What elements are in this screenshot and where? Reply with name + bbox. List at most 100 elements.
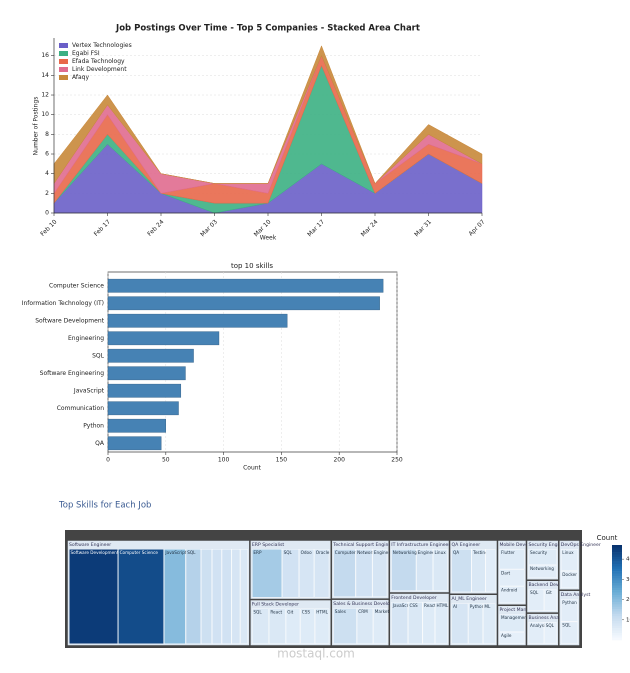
skill-tile: [285, 608, 301, 644]
colorbar-cell: [612, 597, 622, 600]
skill-label: Android: [501, 587, 518, 592]
skill-label: Python: [470, 604, 485, 609]
skill-label: Testing: [472, 550, 488, 555]
skill-tile: [451, 549, 472, 593]
skill-label: HTML: [316, 610, 328, 615]
y-tick-label: Software Development: [35, 317, 104, 324]
colorbar-cell: [612, 635, 622, 638]
colorbar-cell: [612, 545, 622, 548]
skill-label: Networking: [530, 566, 554, 571]
skill-tile: [560, 549, 578, 571]
colorbar-cell: [612, 583, 622, 586]
skill-tile: [356, 608, 374, 644]
skill-tile: [372, 549, 388, 598]
job-label: ERP Specialist: [252, 542, 285, 548]
skill-tile: [69, 549, 118, 644]
skill-label: React: [424, 603, 436, 608]
legend-label: Vertex Technologies: [72, 42, 132, 49]
job-label: Backend Developer: [528, 582, 573, 588]
skill-tile: [528, 589, 545, 612]
colorbar-tick-label: 10: [626, 617, 630, 623]
skill-label: AI: [453, 604, 457, 609]
y-tick-label: Software Engineering: [40, 370, 105, 377]
bar: [107, 331, 220, 346]
skill-label: JavaScript: [392, 603, 414, 608]
colorbar-cell: [612, 611, 622, 615]
colorbar-cell: [612, 602, 622, 605]
skill-tile: [299, 549, 315, 598]
skill-tile: [435, 602, 448, 644]
skill-label: Flutter: [501, 550, 515, 555]
skill-label: ERP: [253, 550, 262, 555]
colorbar-cell: [612, 556, 622, 560]
skill-tile: [528, 622, 545, 644]
skill-tile: [560, 570, 578, 589]
x-tick-label: Apr 07: [467, 218, 486, 237]
skill-tile: [560, 621, 578, 644]
skill-label: Docker: [562, 572, 577, 577]
skill-label: SQL: [546, 623, 555, 628]
job-label: Full Stack Developer: [252, 602, 299, 608]
skill-tile: [451, 603, 469, 644]
skill-label: Analysis: [530, 623, 547, 628]
bar: [107, 348, 194, 363]
skill-label: Agile: [501, 633, 512, 638]
skill-label: CSS: [409, 603, 418, 608]
area-title: Job Postings Over Time - Top 5 Companies…: [115, 24, 420, 34]
legend-label: Link Development: [72, 66, 127, 73]
job-label: Data Analyst: [561, 592, 591, 598]
skill-label: JavaScript: [164, 550, 186, 555]
skill-label: Management: [501, 615, 529, 620]
colorbar-cell: [612, 625, 622, 629]
skill-label: Odoo: [301, 550, 313, 555]
skill-tile: [528, 549, 557, 565]
colorbar-cell: [612, 566, 622, 570]
colorbar-cell: [612, 561, 622, 565]
x-tick-label: Mar 31: [413, 218, 433, 238]
legend-label: Egabi FSI: [72, 50, 100, 57]
bar: [107, 296, 380, 311]
legend-swatch: [59, 43, 68, 48]
colorbar-cell: [612, 549, 622, 553]
colorbar-cell: [612, 568, 622, 572]
skill-label: Security: [530, 550, 548, 555]
colorbar-cell: [612, 547, 622, 551]
y-tick-label: 0: [45, 210, 49, 217]
y-tick-label: Communication: [57, 405, 104, 412]
x-tick-label: Feb 24: [146, 218, 165, 237]
skill-tile: [185, 549, 201, 644]
skill-label: Sales: [335, 609, 346, 614]
legend-label: Afaqy: [72, 74, 89, 81]
skill-label: Software Development: [71, 550, 119, 555]
y-tick-label: QA: [95, 440, 105, 447]
colorbar-cell: [612, 590, 622, 593]
bar: [107, 436, 162, 451]
skill-tile: [544, 622, 557, 644]
skill-label: Marketing: [375, 609, 396, 614]
skill-tile: [373, 608, 388, 644]
legend-swatch: [59, 67, 68, 72]
y-tick-label: 14: [41, 72, 49, 79]
skill-tile: [499, 569, 525, 587]
job-label: Software Engineer: [69, 542, 111, 548]
skill-tile: [483, 603, 496, 644]
colorbar-cell: [612, 552, 622, 555]
skill-tile: [471, 549, 486, 593]
colorbar-cell: [612, 618, 622, 622]
x-tick-label: 50: [162, 457, 170, 464]
skill-label: Linux: [562, 550, 574, 555]
skill-tile: [391, 549, 417, 591]
colorbar-cell: [612, 613, 622, 617]
x-tick-label: 200: [333, 457, 345, 464]
colorbar-title: Count: [597, 534, 618, 542]
y-tick-label: 6: [45, 151, 49, 158]
bar: [107, 383, 182, 398]
colorbar-cell: [612, 559, 622, 562]
skill-tile: [314, 549, 330, 598]
skill-tile: [201, 549, 212, 644]
skill-label: ML: [484, 604, 491, 609]
colorbar-cell: [612, 604, 622, 608]
watermark: mostaql.com: [277, 647, 355, 661]
skill-label: HTML: [437, 603, 449, 608]
skill-tile: [499, 586, 525, 604]
